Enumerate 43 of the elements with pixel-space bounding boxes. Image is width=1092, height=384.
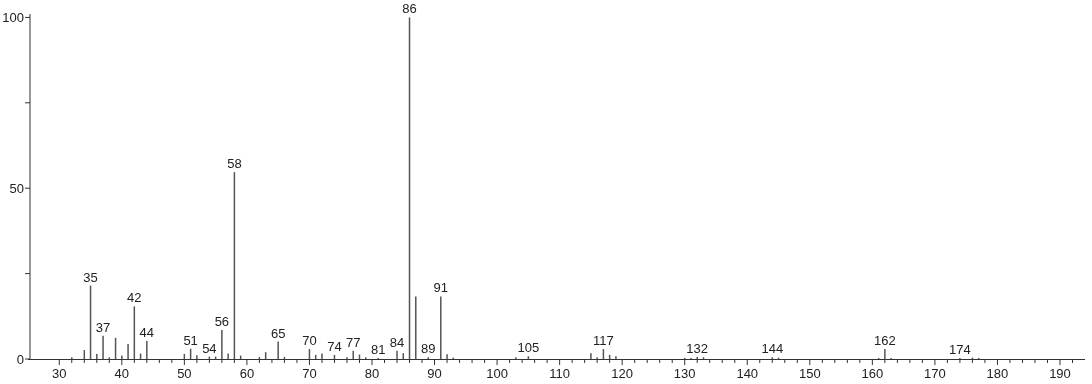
annotation: 89 [421,341,436,357]
x-tick-label: 90 [427,366,442,381]
x-tick-label: 100 [486,366,508,381]
annotation: 132 [686,340,709,356]
annotation: 56 [214,313,230,329]
annotation: 144 [761,341,784,357]
x-tick-label: 70 [302,366,317,381]
annotation: 105 [517,340,540,356]
x-tick-label: 160 [861,366,884,381]
x-tick-label: 130 [673,366,696,381]
annotation: 42 [127,290,142,306]
x-tick-label: 140 [736,366,759,381]
annotation: 54 [202,340,217,356]
annotation: 84 [389,334,405,350]
annotation: 37 [95,319,111,335]
x-tick-label: 40 [114,366,130,381]
x-tick-label: 80 [364,366,380,381]
x-tick-label: 120 [611,366,634,381]
annotation: 117 [593,333,614,349]
annotation: 81 [371,341,386,357]
x-tick-label: 30 [52,366,67,381]
annotation: 162 [874,333,896,349]
y-tick-label: 0 [16,351,24,367]
annotation: 174 [949,341,971,357]
annotation: 74 [327,338,342,354]
annotation: 35 [83,269,98,285]
x-tick-label: 110 [549,366,570,381]
annotation: 65 [270,325,286,341]
x-tick-label: 60 [239,366,255,381]
x-tick-label: 180 [986,366,1009,381]
x-tick-label: 50 [177,366,192,381]
annotation: 44 [139,324,155,340]
y-tick-label: 50 [9,180,24,196]
annotation: 58 [227,156,242,172]
annotation: 77 [346,334,361,350]
x-tick-label: 170 [924,366,946,381]
x-tick-label: 190 [1049,366,1071,381]
annotation: 86 [402,1,417,17]
annotation: 51 [183,332,198,348]
y-tick-label: 100 [2,9,24,25]
annotation: 91 [433,280,449,296]
x-tick-label: 150 [798,366,821,381]
annotation: 70 [302,333,317,349]
